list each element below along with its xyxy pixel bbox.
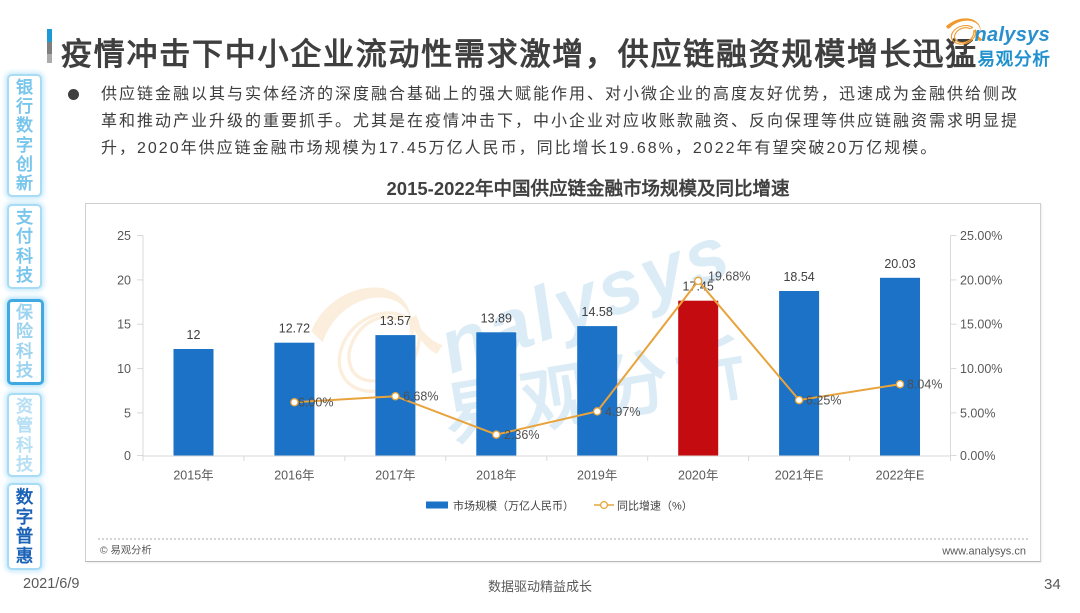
svg-text:6.68%: 6.68%	[403, 390, 438, 404]
svg-text:13.57: 13.57	[380, 314, 411, 328]
svg-text:市场规模（万亿人民币）: 市场规模（万亿人民币）	[453, 499, 574, 513]
svg-text:同比增速（%）: 同比增速（%）	[617, 499, 693, 513]
svg-text:19.68%: 19.68%	[708, 270, 750, 284]
svg-text:6.00%: 6.00%	[298, 396, 333, 410]
svg-text:0: 0	[124, 449, 131, 463]
svg-text:14.58: 14.58	[582, 305, 613, 319]
svg-text:25.00%: 25.00%	[960, 229, 1002, 243]
svg-text:10.00%: 10.00%	[960, 362, 1002, 376]
svg-text:5: 5	[124, 406, 131, 420]
svg-text:6.25%: 6.25%	[806, 394, 841, 408]
svg-text:10: 10	[117, 362, 131, 376]
svg-text:20: 20	[117, 273, 131, 287]
svg-text:25: 25	[117, 229, 131, 243]
svg-text:12.72: 12.72	[279, 322, 310, 336]
svg-text:8.04%: 8.04%	[907, 378, 942, 392]
svg-text:2.36%: 2.36%	[504, 428, 539, 442]
svg-text:2017年: 2017年	[375, 469, 415, 483]
svg-text:20.00%: 20.00%	[960, 273, 1002, 287]
svg-text:5.00%: 5.00%	[960, 406, 995, 420]
svg-text:2015年: 2015年	[173, 469, 213, 483]
svg-text:易观分析: 易观分析	[978, 49, 1051, 69]
svg-text:18.54: 18.54	[783, 270, 814, 284]
svg-text:13.89: 13.89	[481, 311, 512, 325]
svg-text:2016年: 2016年	[274, 469, 314, 483]
svg-text:2019年: 2019年	[577, 469, 617, 483]
svg-text:2022年E: 2022年E	[876, 469, 925, 483]
svg-text:2020年: 2020年	[678, 469, 718, 483]
svg-text:© 易观分析: © 易观分析	[100, 544, 152, 557]
svg-text:2021年E: 2021年E	[775, 469, 824, 483]
svg-text:15.00%: 15.00%	[960, 318, 1002, 332]
svg-text:www.analysys.cn: www.analysys.cn	[941, 546, 1026, 558]
svg-text:2018年: 2018年	[476, 469, 516, 483]
svg-text:12: 12	[187, 328, 201, 342]
svg-text:20.03: 20.03	[884, 257, 915, 271]
svg-text:15: 15	[117, 318, 131, 332]
svg-text:4.97%: 4.97%	[605, 405, 640, 419]
svg-text:nalysys: nalysys	[975, 24, 1051, 46]
svg-text:0.00%: 0.00%	[960, 449, 995, 463]
